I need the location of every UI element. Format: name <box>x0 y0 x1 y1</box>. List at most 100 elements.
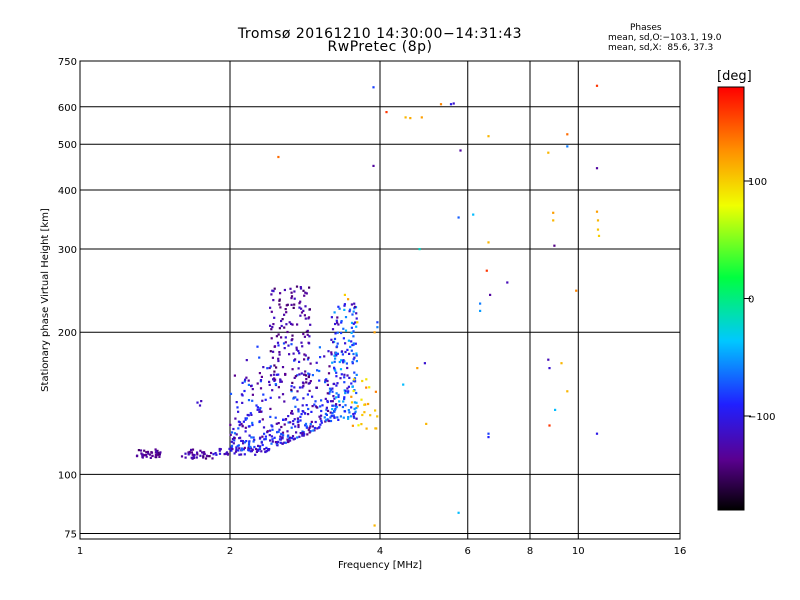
echo-point <box>349 345 352 348</box>
echo-point <box>346 387 349 390</box>
echo-point <box>374 409 377 412</box>
echo-point <box>296 417 299 420</box>
echo-point <box>235 433 238 436</box>
echo-point <box>373 331 376 334</box>
echo-point <box>346 391 349 394</box>
echo-point <box>274 378 277 381</box>
echo-point <box>485 269 488 272</box>
echo-point <box>351 362 354 365</box>
echo-point <box>457 511 460 514</box>
colorbar-tick-label: 0 <box>748 295 754 306</box>
echo-point <box>243 453 246 456</box>
plot-frame <box>79 60 681 540</box>
echo-point <box>342 400 345 403</box>
echo-point <box>269 324 272 327</box>
echo-point <box>487 436 490 439</box>
echo-point <box>244 418 247 421</box>
echo-point <box>346 366 349 370</box>
echo-point <box>311 425 314 428</box>
echo-point <box>297 420 300 423</box>
echo-point <box>190 448 193 451</box>
echo-point <box>338 360 341 364</box>
echo-point <box>279 292 282 295</box>
echo-point <box>147 452 150 455</box>
echo-point <box>188 450 191 453</box>
echo-point <box>305 330 308 333</box>
echo-point <box>247 425 250 428</box>
echo-point <box>318 346 321 349</box>
echo-point <box>372 164 375 167</box>
echo-point <box>271 428 274 431</box>
echo-point <box>351 424 354 427</box>
echo-point <box>335 406 338 409</box>
echo-point <box>247 445 250 448</box>
echo-point <box>268 383 271 386</box>
echo-point <box>264 450 267 453</box>
echo-point <box>352 352 355 356</box>
echo-point <box>336 352 339 355</box>
echo-point <box>566 133 569 136</box>
phases-o-mode-stats: mean, sd,O:−103.1, 19.0 <box>608 33 722 43</box>
echo-point <box>144 453 147 457</box>
echo-point <box>282 342 286 345</box>
echo-point <box>298 373 301 376</box>
echo-point <box>287 415 290 418</box>
echo-point <box>273 364 276 367</box>
echo-point <box>290 410 293 413</box>
echo-point <box>353 302 356 305</box>
echo-point <box>156 452 159 455</box>
echo-point <box>355 417 358 420</box>
echo-point <box>277 422 280 425</box>
echo-point <box>238 424 241 427</box>
echo-point <box>332 404 335 407</box>
echo-point <box>326 392 329 395</box>
echo-point <box>487 135 490 138</box>
echo-point <box>333 397 336 400</box>
echo-point <box>280 324 283 328</box>
echo-point <box>290 426 293 429</box>
x-tick-label: 10 <box>572 546 585 557</box>
colorbar-tick-label: −100 <box>748 412 775 423</box>
echo-point <box>317 426 321 429</box>
echo-point <box>352 413 355 416</box>
echo-point <box>278 438 282 441</box>
echo-point <box>297 410 300 413</box>
echo-point <box>409 117 412 120</box>
echo-point <box>249 412 252 415</box>
echo-point <box>196 401 199 404</box>
echo-point <box>290 343 293 346</box>
echo-point <box>250 413 253 416</box>
echo-point <box>305 404 308 407</box>
echo-point <box>212 453 215 456</box>
echo-point <box>184 452 187 455</box>
echo-point <box>272 323 275 326</box>
echo-point <box>596 219 600 222</box>
echo-point <box>279 306 282 309</box>
echo-point <box>302 410 305 413</box>
echo-point <box>291 435 295 438</box>
echo-point <box>288 353 291 356</box>
echo-point <box>296 398 299 401</box>
echo-point <box>298 435 301 438</box>
echo-point <box>343 397 346 401</box>
echo-point <box>385 111 388 114</box>
echo-point <box>331 400 334 403</box>
echo-point <box>235 401 238 404</box>
echo-point <box>331 390 334 393</box>
echo-point <box>290 385 293 388</box>
echo-point <box>305 292 308 295</box>
echo-point <box>300 372 303 375</box>
echo-point <box>328 390 331 393</box>
echo-point <box>324 397 327 400</box>
echo-point <box>139 449 143 452</box>
echo-point <box>270 424 273 427</box>
x-tick-label: 16 <box>674 546 687 557</box>
echo-point <box>268 434 271 437</box>
echo-point <box>297 425 300 429</box>
echo-point <box>286 438 289 441</box>
echo-point <box>300 311 304 314</box>
echo-point <box>263 448 266 451</box>
echo-point <box>293 297 296 300</box>
echo-point <box>352 335 355 338</box>
echo-point <box>245 359 248 362</box>
